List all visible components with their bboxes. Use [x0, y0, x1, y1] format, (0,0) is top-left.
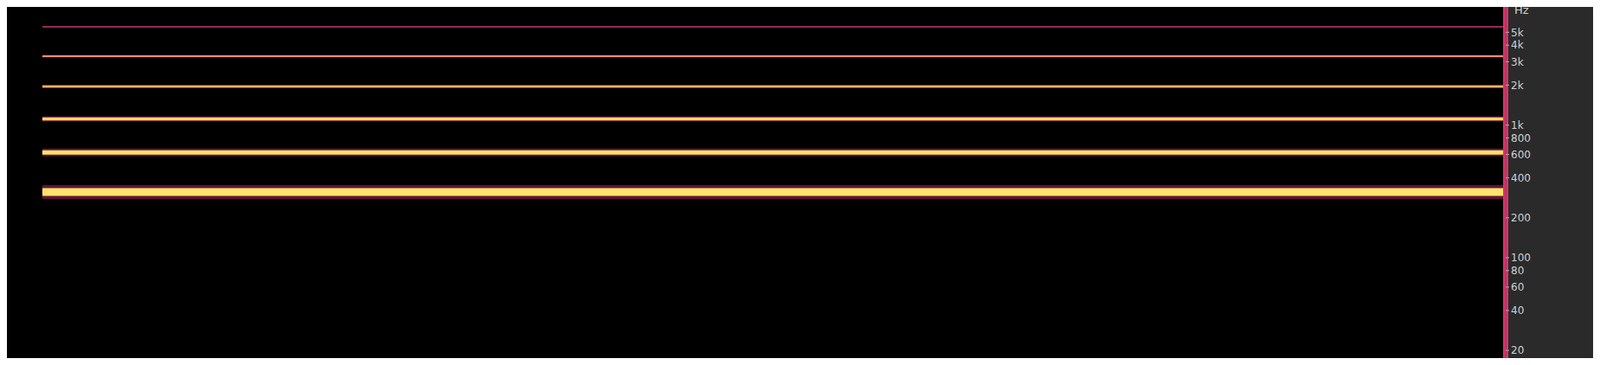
html-text:Hz: Hz — [1514, 3, 1529, 17]
svg-text:5k: 5k — [1510, 26, 1524, 39]
svg-text:40: 40 — [1510, 304, 1524, 317]
svg-text:600: 600 — [1510, 148, 1531, 161]
svg-text:200: 200 — [1510, 212, 1531, 225]
svg-text:1k: 1k — [1510, 119, 1524, 132]
svg-text:100: 100 — [1510, 251, 1531, 264]
svg-text:60: 60 — [1510, 281, 1524, 294]
svg-text:3k: 3k — [1510, 56, 1524, 69]
svg-text:80: 80 — [1510, 264, 1524, 277]
svg-text:20: 20 — [1510, 344, 1524, 357]
svg-text:800: 800 — [1510, 132, 1531, 145]
svg-text:2k: 2k — [1510, 79, 1524, 92]
svg-text:400: 400 — [1510, 172, 1531, 185]
svg-text:4k: 4k — [1510, 38, 1524, 52]
